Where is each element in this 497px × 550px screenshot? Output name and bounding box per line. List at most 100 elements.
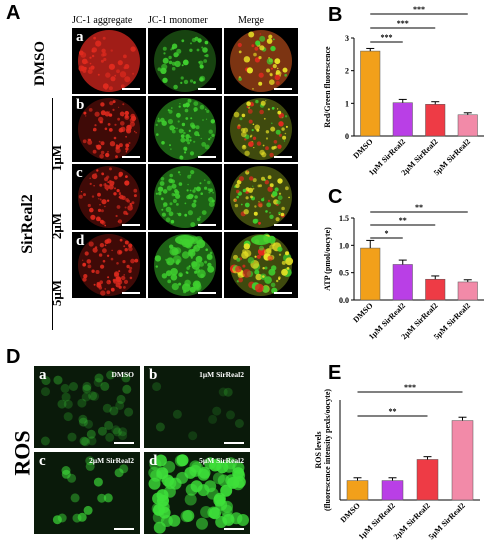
ros-side-label: ROS [9,430,35,476]
bar-2 [381,480,404,501]
x-tick-label: 5μM SirReal2 [427,501,467,541]
significance-label: ** [415,203,423,212]
bar-2 [392,102,413,137]
panel-c-label: C [328,186,343,208]
x-tick-label: DMSO [351,137,374,160]
scale-bar [224,442,244,444]
jc1-image-r3-c1: c [72,164,146,230]
row-label-dmso: DMSO [32,41,48,86]
bar-3 [416,459,439,501]
scale-bar [114,528,134,530]
significance-label: *** [413,5,425,14]
jc1-image-r1-c2 [148,28,222,94]
col-header-merge: Merge [238,15,264,26]
panel-e-label: E [328,362,342,384]
scale-bar [224,528,244,530]
y-axis-label: ATP (pmol/oocyte) [323,227,332,291]
ros-image-label: 2μM SirReal2 [89,456,134,465]
x-tick-label: DMSO [339,501,362,524]
scale-bar [114,442,134,444]
bar-2 [392,264,413,301]
bar-1 [360,50,381,137]
scale-bar [274,156,292,158]
scale-bar [198,224,216,226]
error-bar-1 [353,477,362,481]
col-header-monomer: JC-1 monomer [148,15,208,26]
col-header-aggregate: JC-1 aggregate [72,15,133,26]
jc1-image-r2-c2 [148,96,222,162]
ros-image-b: 1μM SirReal2 b [144,366,250,448]
ros-image-label: DMSO [111,370,135,379]
significance-label: * [385,229,389,238]
ros-image-a: DMSO a [34,366,140,448]
jc1-image-r2-c1: b [72,96,146,162]
jc1-image-r4-c2 [148,232,222,298]
bar-4 [457,281,478,301]
y-tick-label: 1.5 [339,214,349,223]
bar-3 [425,104,446,137]
ros-image-d: 5μM SirReal2 d [144,452,250,534]
jc1-image-r3-c2 [148,164,222,230]
bar-4 [457,114,478,137]
significance-label: *** [381,33,393,42]
y-tick-label: 2 [345,67,349,76]
x-tick-label: DMSO [351,301,374,324]
scale-bar [122,156,140,158]
error-bar-4 [458,416,467,421]
error-bar-2 [388,477,397,481]
ros-sub-letter: a [39,367,47,383]
image-sub-letter: b [76,97,85,113]
y-axis-label: ROS levels [314,431,323,468]
y-axis-label: Red/Green fluorescence [323,46,332,128]
jc1-image-r1-c3 [224,28,298,94]
error-bar-2 [398,98,407,103]
significance-label: *** [404,383,416,392]
error-bar-1 [366,47,375,52]
bar-1 [346,480,369,501]
significance-label: ** [399,216,407,225]
scale-bar [122,224,140,226]
scale-bar [198,88,216,90]
jc1-image-r3-c3 [224,164,298,230]
panel-d-label: D [6,346,21,368]
error-bar-2 [398,259,407,265]
y-tick-label: 1.0 [339,241,349,250]
ros-sub-letter: c [39,453,46,469]
significance-label: ** [389,407,397,416]
y-axis-label: (fluorescence intensity pexls/oocyte) [323,389,332,511]
error-bar-4 [463,279,472,282]
error-bar-1 [366,239,375,249]
bar-1 [360,247,381,301]
y-tick-label: 0.5 [339,269,349,278]
y-tick-label: 0 [345,132,349,141]
scale-bar [274,292,292,294]
chart-e: ROS levels (fluorescence intensity pexls/… [314,383,480,541]
bar-3 [425,278,446,301]
scale-bar [198,156,216,158]
group-bracket [52,98,53,330]
jc1-image-r4-c3 [224,232,298,298]
ros-image-c: 2μM SirReal2 c [34,452,140,534]
image-sub-letter: c [76,165,83,181]
error-bar-3 [431,275,440,280]
image-sub-letter: a [76,29,84,45]
jc1-image-r4-c1: d [72,232,146,298]
significance-label: *** [397,19,409,28]
y-tick-label: 0.0 [339,296,349,305]
scale-bar [122,292,140,294]
jc1-image-r2-c3 [224,96,298,162]
group-label-sirreal2: SirReal2 [18,194,36,254]
ros-image-label: 1μM SirReal2 [199,370,244,379]
scale-bar [122,88,140,90]
scale-bar [198,292,216,294]
image-sub-letter: d [76,233,85,249]
error-bar-4 [463,112,472,115]
error-bar-3 [431,101,440,105]
y-tick-label: 1 [345,99,349,108]
y-tick-label: 3 [345,34,349,43]
ros-sub-letter: b [149,367,158,383]
bar-4 [451,420,474,501]
scale-bar [274,224,292,226]
